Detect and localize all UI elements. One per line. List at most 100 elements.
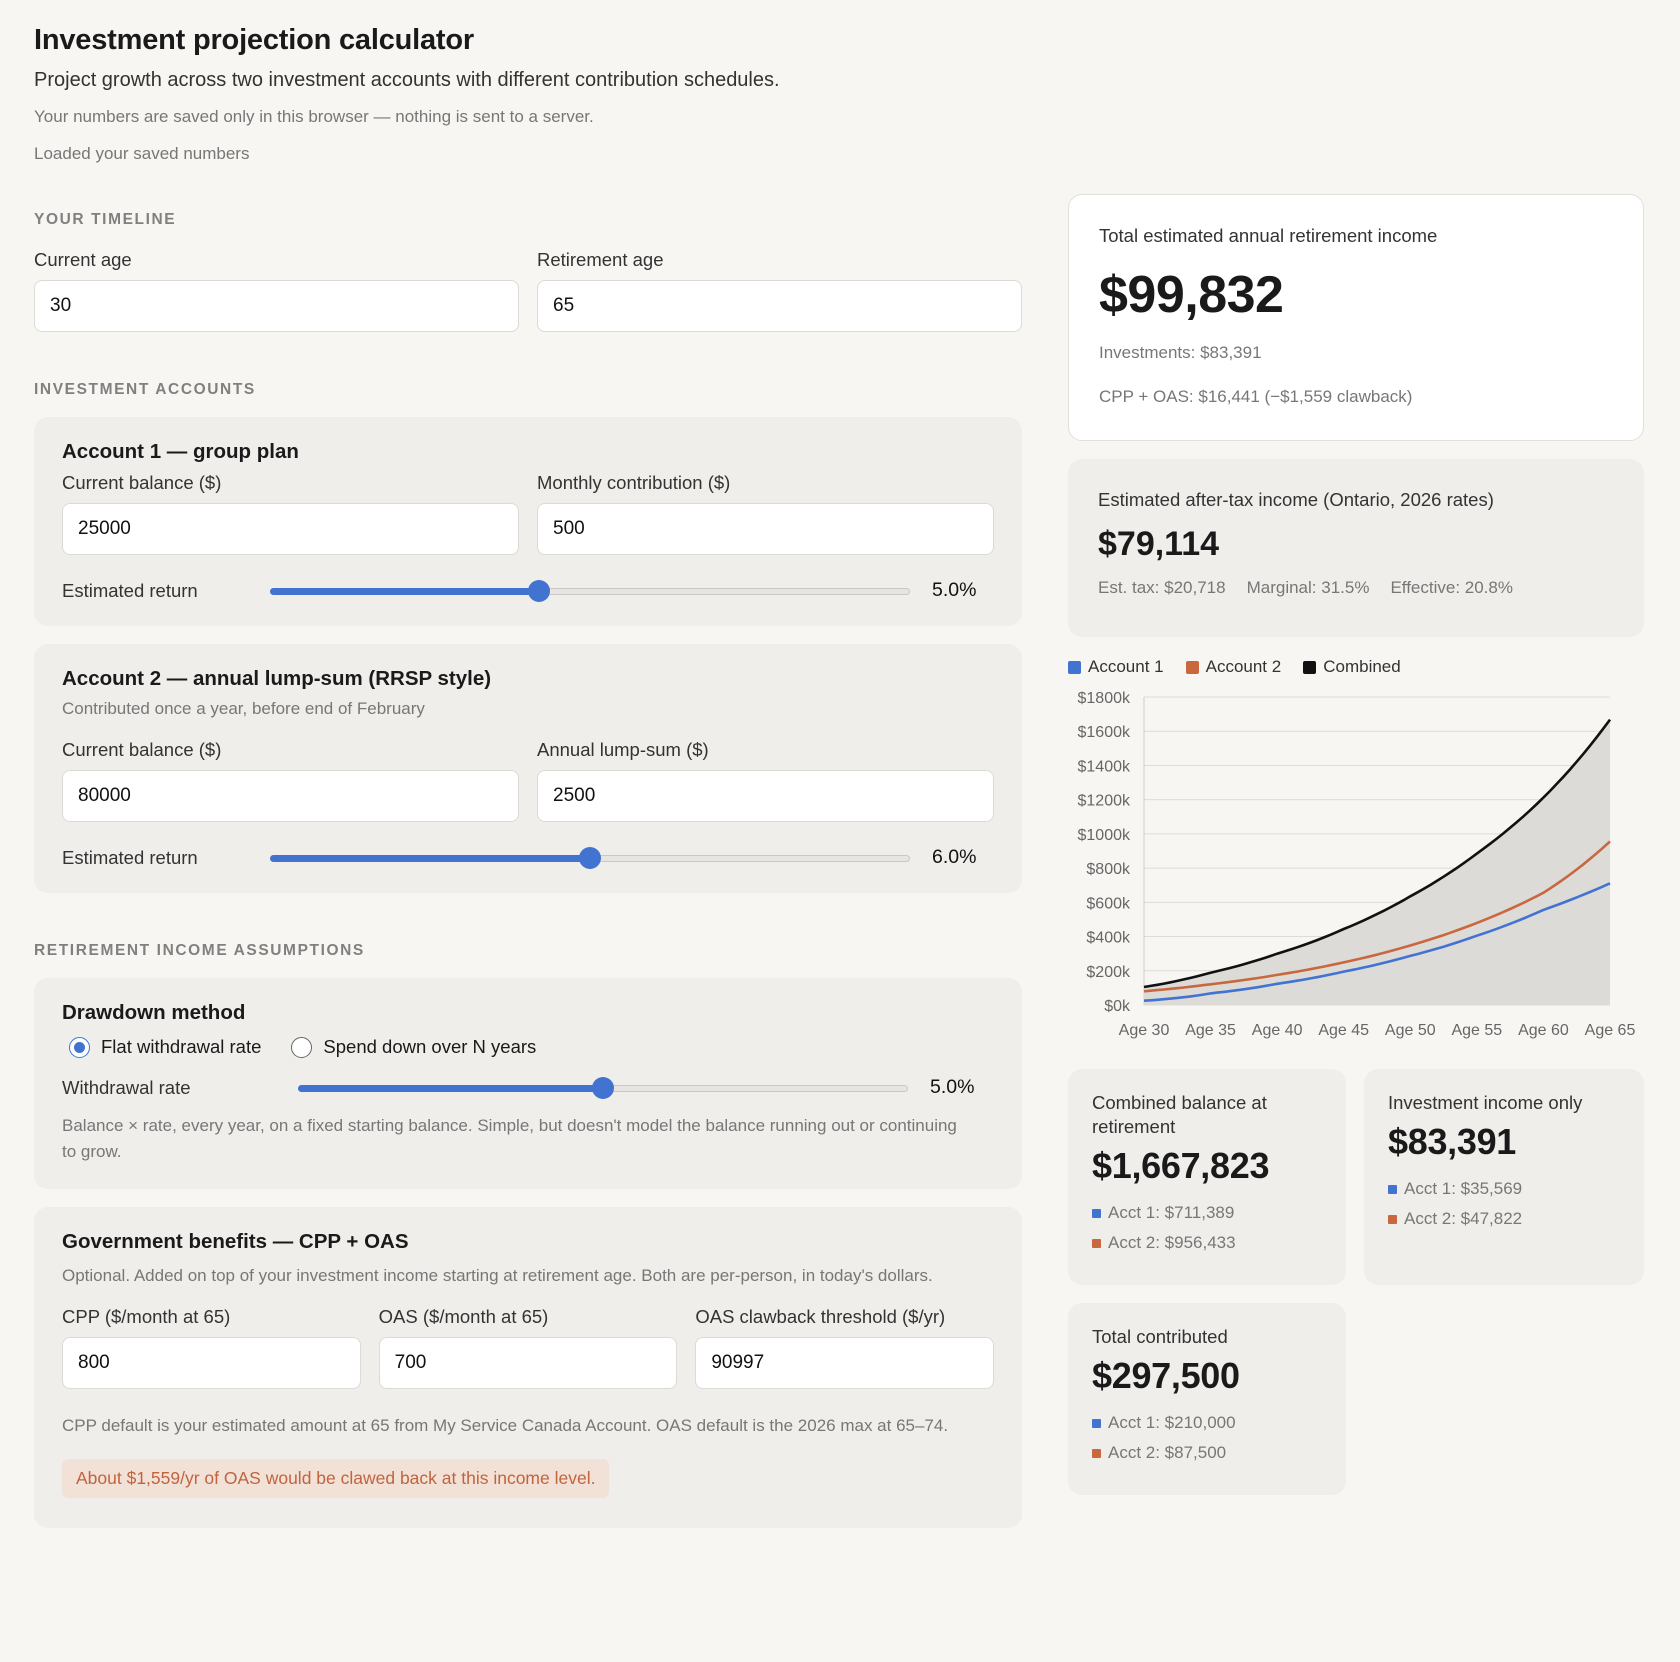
drawdown-card: Drawdown method Flat withdrawal rate Spe… [34,978,1022,1189]
x-tick-label: Age 30 [1119,1022,1170,1039]
total-contributed-title: Total contributed [1092,1326,1228,1347]
account2-return-value: 6.0% [932,846,977,868]
y-tick-label: $200k [1086,964,1131,981]
benefits-title: Government benefits — CPP + OAS [62,1230,409,1253]
legend-swatch-account2 [1185,660,1199,674]
page-subtitle: Project growth across two investment acc… [34,69,780,91]
account2-contribution-input[interactable]: 2500 [537,770,994,822]
y-tick-label: $1000k [1078,827,1131,844]
stat-cards: Combined balance at retirement $1,667,82… [1068,1063,1644,1503]
acct1-dot [1388,1184,1397,1194]
account1-contribution-input[interactable]: 500 [537,503,994,555]
radio-spend-down-label[interactable]: Spend down over N years [323,1036,537,1057]
acct2-dot [1092,1238,1101,1248]
account1-line [1143,882,1611,1002]
clawback-input[interactable]: 90997 [695,1337,995,1389]
combined-area [1144,719,1610,1005]
combined-balance-title: Combined balance at retirement [1092,1092,1267,1137]
account2-return-slider[interactable] [270,846,910,869]
drawdown-help: Balance × rate, every year, on a fixed s… [62,1116,957,1161]
account1-return-slider[interactable] [270,579,910,602]
total-income-card: Total estimated annual retirement income… [1068,194,1644,441]
income-acct2: Acct 2: $47,822 [1404,1209,1523,1228]
total-contributed-card: Total contributed $297,500 Acct 1: $210,… [1068,1303,1346,1495]
radio-flat-rate-label[interactable]: Flat withdrawal rate [101,1036,262,1057]
account1-balance-label: Current balance ($) [62,472,222,493]
income-acct1: Acct 1: $35,569 [1404,1179,1523,1198]
section-label-accounts: INVESTMENT ACCOUNTS [34,381,256,398]
cpp-input[interactable]: 800 [62,1337,361,1389]
est-tax: Est. tax: $20,718 [1098,578,1226,597]
acct2-dot [1092,1448,1101,1458]
y-tick-label: $400k [1086,930,1131,947]
contributed-acct2: Acct 2: $87,500 [1108,1443,1227,1462]
withdrawal-rate-slider-thumb[interactable] [592,1076,614,1099]
legend-label-account2: Account 2 [1205,657,1282,676]
legend-swatch-account1 [1068,660,1081,674]
account2-return-label: Estimated return [62,846,198,868]
account1-contribution-label: Monthly contribution ($) [537,472,731,493]
benefits-help: CPP default is your estimated amount at … [62,1416,949,1435]
account2-balance-input[interactable]: 80000 [62,770,519,822]
y-tick-label: $800k [1086,861,1131,878]
account2-return-slider-thumb[interactable] [579,846,601,869]
current-age-input[interactable]: 30 [34,280,519,332]
account2-line [1143,840,1611,993]
retirement-age-label: Retirement age [537,249,664,270]
account1-balance-input[interactable]: 25000 [62,503,519,555]
inputs-column: YOUR TIMELINE Current age 30 Retirement … [34,202,1022,1528]
effective-rate: Effective: 20.8% [1390,578,1513,597]
withdrawal-rate-value: 5.0% [930,1076,975,1098]
legend-label-account1: Account 1 [1088,657,1164,676]
radio-flat-rate[interactable] [69,1036,90,1058]
oas-label: OAS ($/month at 65) [378,1306,549,1327]
account1-return-value: 5.0% [932,579,977,601]
results-column: Total estimated annual retirement income… [1068,194,1644,1503]
legend-label-combined: Combined [1323,657,1401,676]
legend-swatch-combined [1303,660,1317,674]
page-title: Investment projection calculator [34,24,474,56]
combined-acct2: Acct 2: $956,433 [1108,1233,1236,1252]
x-tick-label: Age 45 [1318,1022,1369,1039]
investments-line: Investments: $83,391 [1099,343,1262,362]
y-tick-label: $1800k [1078,690,1131,707]
load-status: Loaded your saved numbers [34,144,250,163]
clawback-label: OAS clawback threshold ($/yr) [695,1306,946,1327]
section-label-timeline: YOUR TIMELINE [34,211,177,228]
account2-subtitle: Contributed once a year, before end of F… [62,699,425,718]
withdrawal-rate-label: Withdrawal rate [62,1076,191,1098]
withdrawal-rate-slider[interactable] [298,1076,908,1099]
combined-balance-card: Combined balance at retirement $1,667,82… [1068,1069,1346,1285]
account1-return-slider-thumb[interactable] [527,579,550,602]
account2-title: Account 2 — annual lump-sum (RRSP style) [62,667,492,690]
acct1-dot [1092,1418,1101,1428]
drawdown-title: Drawdown method [62,1001,246,1024]
total-income-label: Total estimated annual retirement income [1099,225,1438,246]
aftertax-value: $79,114 [1098,525,1220,563]
account2-balance-label: Current balance ($) [62,739,222,760]
investment-income-card: Investment income only $83,391 Acct 1: $… [1364,1069,1644,1285]
combined-balance-value: $1,667,823 [1092,1145,1270,1186]
benefits-line: CPP + OAS: $16,441 (−$1,559 clawback) [1099,387,1413,406]
investment-income-value: $83,391 [1388,1121,1517,1162]
account2-card: Account 2 — annual lump-sum (RRSP style)… [34,644,1022,893]
x-tick-label: Age 40 [1252,1022,1303,1039]
account1-title: Account 1 — group plan [62,440,299,463]
contributed-acct1: Acct 1: $210,000 [1108,1413,1236,1432]
chart-legend: Account 1 Account 2 Combined [1068,657,1644,677]
legend-account2: Account 2 [1185,657,1282,677]
benefits-subtitle: Optional. Added on top of your investmen… [62,1266,933,1285]
account1-card: Account 1 — group plan Current balance (… [34,417,1022,626]
oas-input[interactable]: 700 [378,1337,678,1389]
marginal-rate: Marginal: 31.5% [1246,578,1370,597]
x-tick-label: Age 65 [1585,1022,1636,1039]
radio-spend-down[interactable] [291,1036,313,1058]
aftertax-label: Estimated after-tax income (Ontario, 202… [1098,489,1494,510]
retirement-age-input[interactable]: 65 [537,280,1022,332]
investment-income-title: Investment income only [1388,1092,1583,1113]
y-tick-label: $600k [1086,895,1131,912]
privacy-note: Your numbers are saved only in this brow… [34,107,594,126]
combined-line [1143,718,1612,989]
x-tick-label: Age 55 [1451,1022,1502,1039]
legend-combined: Combined [1303,657,1401,677]
